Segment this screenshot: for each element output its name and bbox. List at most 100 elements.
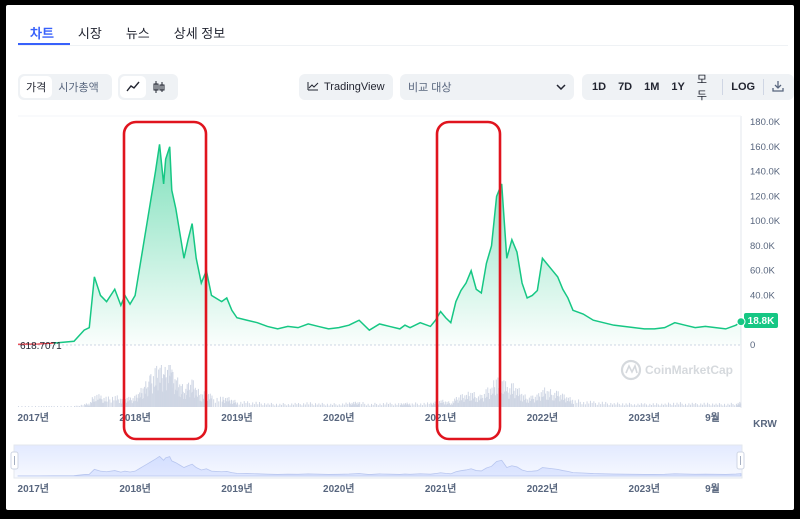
volume-bar (603, 404, 605, 407)
log-scale-toggle[interactable]: LOG (731, 81, 756, 93)
volume-bar (192, 380, 194, 407)
volume-bar (131, 403, 133, 407)
volume-bar (407, 404, 409, 407)
volume-bar (381, 405, 383, 407)
volume-bar (24, 406, 26, 407)
volume-bar (177, 377, 179, 407)
volume-bar (630, 404, 632, 407)
volume-bar (525, 398, 527, 407)
volume-bar (316, 404, 318, 407)
y-tick-label: 120.0K (750, 191, 781, 202)
volume-bar (724, 403, 726, 407)
volume-bar (287, 404, 289, 407)
volume-bar (589, 400, 591, 407)
price-toggle[interactable]: 가격 (20, 76, 53, 98)
volume-bar (693, 404, 695, 407)
volume-bar (199, 400, 201, 407)
volume-bar (99, 398, 101, 407)
volume-bar (335, 404, 337, 407)
volume-bar (234, 399, 236, 407)
download-icon[interactable] (766, 80, 790, 95)
volume-bar (132, 398, 134, 407)
volume-bar (469, 400, 471, 407)
volume-bar (124, 399, 126, 407)
volume-bar (126, 397, 128, 407)
volume-bar (442, 399, 444, 407)
volume-bar (210, 398, 212, 407)
volume-bar (455, 400, 457, 407)
volume-bar (654, 404, 656, 407)
highlight-box-2018 (122, 120, 208, 441)
volume-bar (135, 394, 137, 407)
navigator-handle-right[interactable] (736, 451, 745, 470)
volume-bar (355, 403, 357, 407)
volume-bar (438, 404, 440, 407)
volume-bar (739, 401, 741, 407)
volume-bar (106, 401, 108, 407)
volume-bar (289, 405, 291, 407)
volume-bar (547, 399, 549, 407)
y-tick-label: 160.0K (750, 142, 781, 153)
volume-bar (705, 404, 707, 407)
volume-bar (303, 403, 305, 407)
volume-bar (637, 403, 639, 407)
volume-bar (169, 375, 171, 407)
line-chart-icon[interactable] (120, 76, 146, 98)
volume-bar (101, 399, 103, 407)
volume-bar (253, 404, 255, 407)
volume-bar (115, 400, 117, 407)
navigator-tick-label: 2019년 (221, 482, 252, 495)
volume-bar (377, 405, 379, 407)
volume-bar (175, 389, 177, 407)
volume-bar (137, 401, 139, 407)
volume-bar (500, 392, 502, 407)
volume-bar (186, 384, 188, 407)
volume-bar (503, 380, 505, 407)
navigator-axis: 2017년 2018년 2019년 2020년 2021년 2022년 2023년 9월 (18, 482, 720, 495)
volume-bar (134, 395, 136, 407)
currency-label: KRW (753, 419, 777, 430)
volume-bar (534, 396, 536, 407)
x-tick-label: 2019년 (221, 411, 252, 424)
volume-bar (406, 402, 408, 407)
market-cap-toggle[interactable]: 시가총액 (58, 82, 99, 94)
volume-bar (252, 402, 254, 407)
volume-bar (195, 395, 197, 407)
volume-bar (173, 383, 175, 407)
volume-bar (359, 402, 361, 407)
navigator-handle-left[interactable] (10, 451, 19, 470)
volume-bar (495, 379, 497, 407)
volume-bar (559, 401, 561, 407)
tradingview-icon (307, 81, 319, 94)
volume-bar (130, 400, 132, 407)
volume-bar (593, 401, 595, 407)
volume-bar (657, 404, 659, 407)
range-1m[interactable]: 1M (644, 81, 660, 93)
volume-bar (156, 377, 158, 407)
volume-bar (89, 405, 91, 407)
volume-bar (360, 404, 362, 407)
volume-bar (176, 390, 178, 407)
range-all[interactable]: 모두 (696, 74, 707, 102)
tradingview-button[interactable]: TradingView (299, 74, 393, 100)
volume-bar (270, 402, 272, 407)
navigator-window[interactable] (13, 444, 743, 479)
volume-bar (294, 402, 296, 407)
range-7d[interactable]: 7D (618, 81, 633, 93)
compare-select[interactable]: 비교 대상 (400, 74, 574, 100)
tab-markets[interactable]: 시장 (77, 26, 102, 41)
volume-bar (454, 398, 456, 407)
volume-bar (458, 397, 460, 407)
volume-bar (443, 404, 445, 407)
volume-bar (598, 402, 600, 407)
candlestick-icon[interactable] (146, 76, 172, 98)
volume-bar (628, 402, 630, 407)
volume-bar (489, 388, 491, 407)
range-1y[interactable]: 1Y (671, 81, 685, 93)
tab-details[interactable]: 상세 정보 (173, 26, 226, 41)
range-navigator[interactable]: 2017년 2018년 2019년 2020년 2021년 2022년 2023년 9월 (10, 444, 745, 495)
range-1d[interactable]: 1D (592, 81, 607, 93)
tab-chart[interactable]: 차트 (30, 26, 54, 41)
tab-news[interactable]: 뉴스 (125, 26, 150, 41)
